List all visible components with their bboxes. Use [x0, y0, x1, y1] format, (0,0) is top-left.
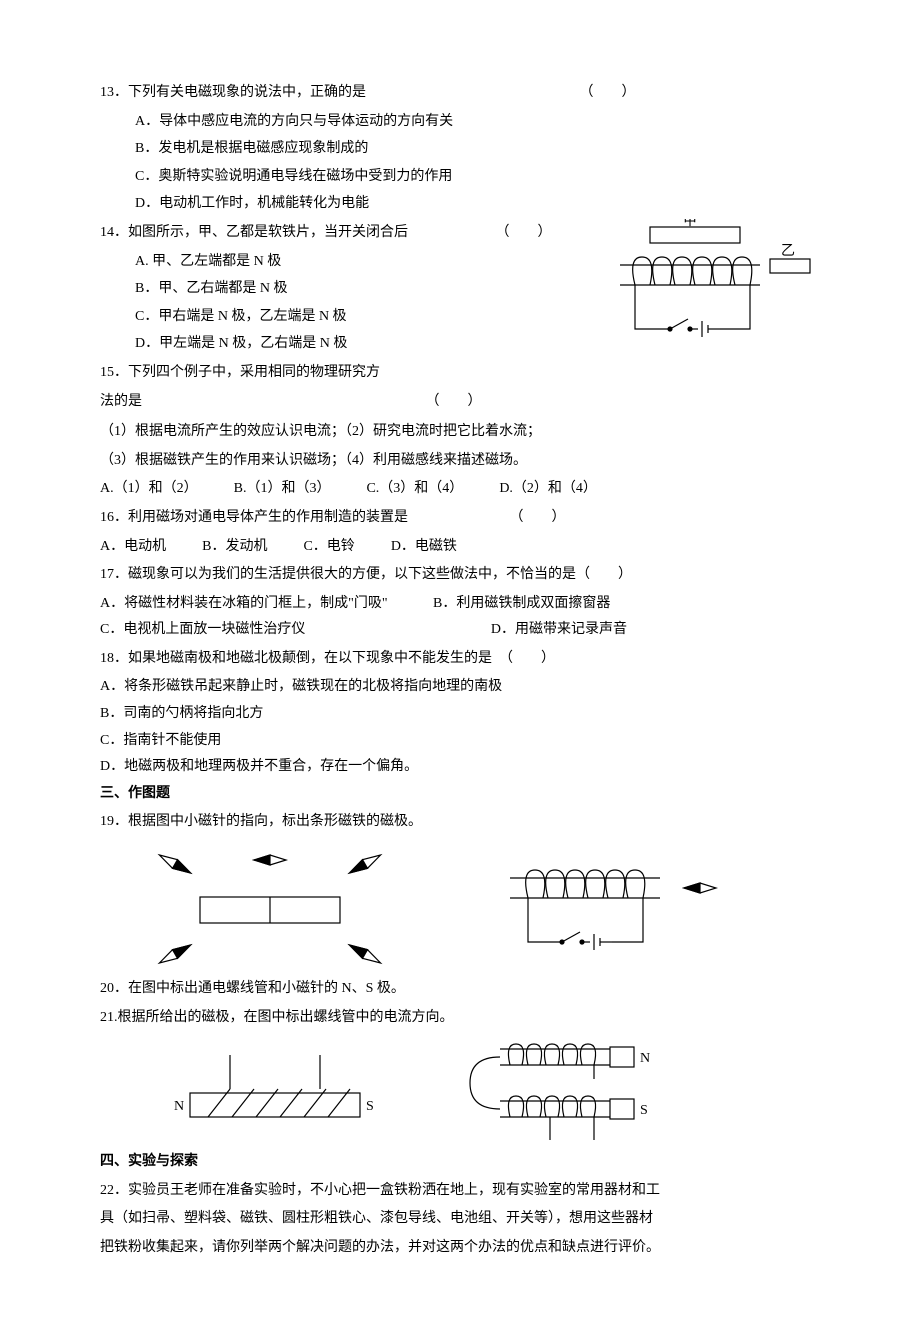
- q16-A: A．电动机: [100, 534, 166, 561]
- q16-options: A．电动机 B．发动机 C．电铃 D．电磁铁: [100, 534, 820, 561]
- q18-B: B．司南的勺柄将指向北方: [100, 701, 820, 728]
- q16-D: D．电磁铁: [391, 534, 457, 561]
- fig21a-N: N: [174, 1099, 184, 1114]
- q15-C: C.（3）和（4）: [366, 476, 463, 503]
- q13-B: B．发电机是根据电磁感应现象制成的: [135, 136, 820, 163]
- q15-options: A.（1）和（2） B.（1）和（3） C.（3）和（4） D.（2）和（4）: [100, 476, 820, 503]
- section3-title: 三、作图题: [100, 781, 820, 808]
- q17-C: C．电视机上面放一块磁性治疗仪: [100, 622, 305, 637]
- q20-stem: 20．在图中标出通电螺线管和小磁针的 N、S 极。: [100, 976, 820, 1003]
- fig21b-N: N: [640, 1051, 650, 1066]
- q14-stem: 14．如图所示，甲、乙都是软铁片，当开关闭合后 （ ）: [100, 220, 820, 247]
- fig21a-S: S: [366, 1099, 374, 1114]
- q17-D: D．用磁带来记录声音: [491, 622, 627, 637]
- q18-C: C．指南针不能使用: [100, 728, 820, 755]
- q15-A: A.（1）和（2）: [100, 476, 198, 503]
- q15-stem1: 15．下列四个例子中，采用相同的物理研究方: [100, 360, 820, 387]
- q15-stem2: 法的是 （ ）: [100, 389, 820, 416]
- q18-D: D．地磁两极和地理两极并不重合，存在一个偏角。: [100, 754, 820, 781]
- q16-C: C．电铃: [303, 534, 354, 561]
- q17-stem: 17．磁现象可以为我们的生活提供很大的方便，以下这些做法中，不恰当的是（ ）: [100, 562, 820, 589]
- q17-row1: A．将磁性材料装在冰箱的门框上，制成"门吸" B．利用磁铁制成双面擦窗器: [100, 591, 820, 618]
- q16-stem: 16．利用磁场对通电导体产生的作用制造的装置是 （ ）: [100, 505, 820, 532]
- fig19-20-svg: [100, 842, 820, 972]
- q16-stem-text: 16．利用磁场对通电导体产生的作用制造的装置是: [100, 510, 408, 525]
- section4-title: 四、实验与探索: [100, 1149, 820, 1176]
- q16-B: B．发动机: [202, 534, 267, 561]
- q17-A: A．将磁性材料装在冰箱的门框上，制成"门吸": [100, 596, 388, 611]
- q15-paren: （ ）: [426, 394, 482, 409]
- q14-paren: （ ）: [496, 225, 552, 240]
- q18-stem: 18．如果地磁南极和地磁北极颠倒，在以下现象中不能发生的是 （ ）: [100, 646, 820, 673]
- q18-A: A．将条形磁铁吊起来静止时，磁铁现在的北极将指向地理的南极: [100, 674, 820, 701]
- q16-paren: （ ）: [510, 510, 566, 525]
- q17-row2: C．电视机上面放一块磁性治疗仪 D．用磁带来记录声音: [100, 617, 820, 644]
- q13-C: C．奥斯特实验说明通电导线在磁场中受到力的作用: [135, 164, 820, 191]
- q19-stem: 19．根据图中小磁针的指向，标出条形磁铁的磁极。: [100, 809, 820, 836]
- fig19-20-container: [100, 842, 820, 972]
- q15-cond1: （1）根据电流所产生的效应认识电流；（2）研究电流时把它比着水流；: [100, 419, 820, 446]
- q21-stem: 21.根据所给出的磁极，在图中标出螺线管中的电流方向。: [100, 1005, 820, 1032]
- q13-A: A．导体中感应电流的方向只与导体运动的方向有关: [135, 109, 820, 136]
- q15-stem2-text: 法的是: [100, 394, 142, 409]
- q22-line2: 具（如扫帚、塑料袋、磁铁、圆柱形粗铁心、漆包导线、电池组、开关等），想用这些器材: [100, 1206, 820, 1233]
- q13-stem-text: 13．下列有关电磁现象的说法中，正确的是: [100, 85, 366, 100]
- q13-paren: （ ）: [580, 85, 636, 100]
- q22-line3: 把铁粉收集起来，请你列举两个解决问题的办法，并对这两个办法的优点和缺点进行评价。: [100, 1235, 820, 1262]
- fig21-svg: N S: [100, 1035, 700, 1145]
- q13-D: D．电动机工作时，机械能转化为电能: [135, 191, 820, 218]
- q15-cond2: （3）根据磁铁产生的作用来认识磁场；（4）利用磁感线来描述磁场。: [100, 448, 820, 475]
- fig21-container: N S: [100, 1035, 820, 1145]
- q15-B: B.（1）和（3）: [234, 476, 331, 503]
- q14-stem-text: 14．如图所示，甲、乙都是软铁片，当开关闭合后: [100, 225, 408, 240]
- q13-options: A．导体中感应电流的方向只与导体运动的方向有关 B．发电机是根据电磁感应现象制成…: [100, 109, 820, 218]
- fig21b-S: S: [640, 1103, 648, 1118]
- q15-D: D.（2）和（4）: [499, 476, 597, 503]
- q13-stem: 13．下列有关电磁现象的说法中，正确的是 （ ）: [100, 80, 820, 107]
- q17-B: B．利用磁铁制成双面擦窗器: [433, 596, 610, 611]
- q22-line1: 22．实验员王老师在准备实验时，不小心把一盒铁粉洒在地上，现有实验室的常用器材和…: [100, 1178, 820, 1205]
